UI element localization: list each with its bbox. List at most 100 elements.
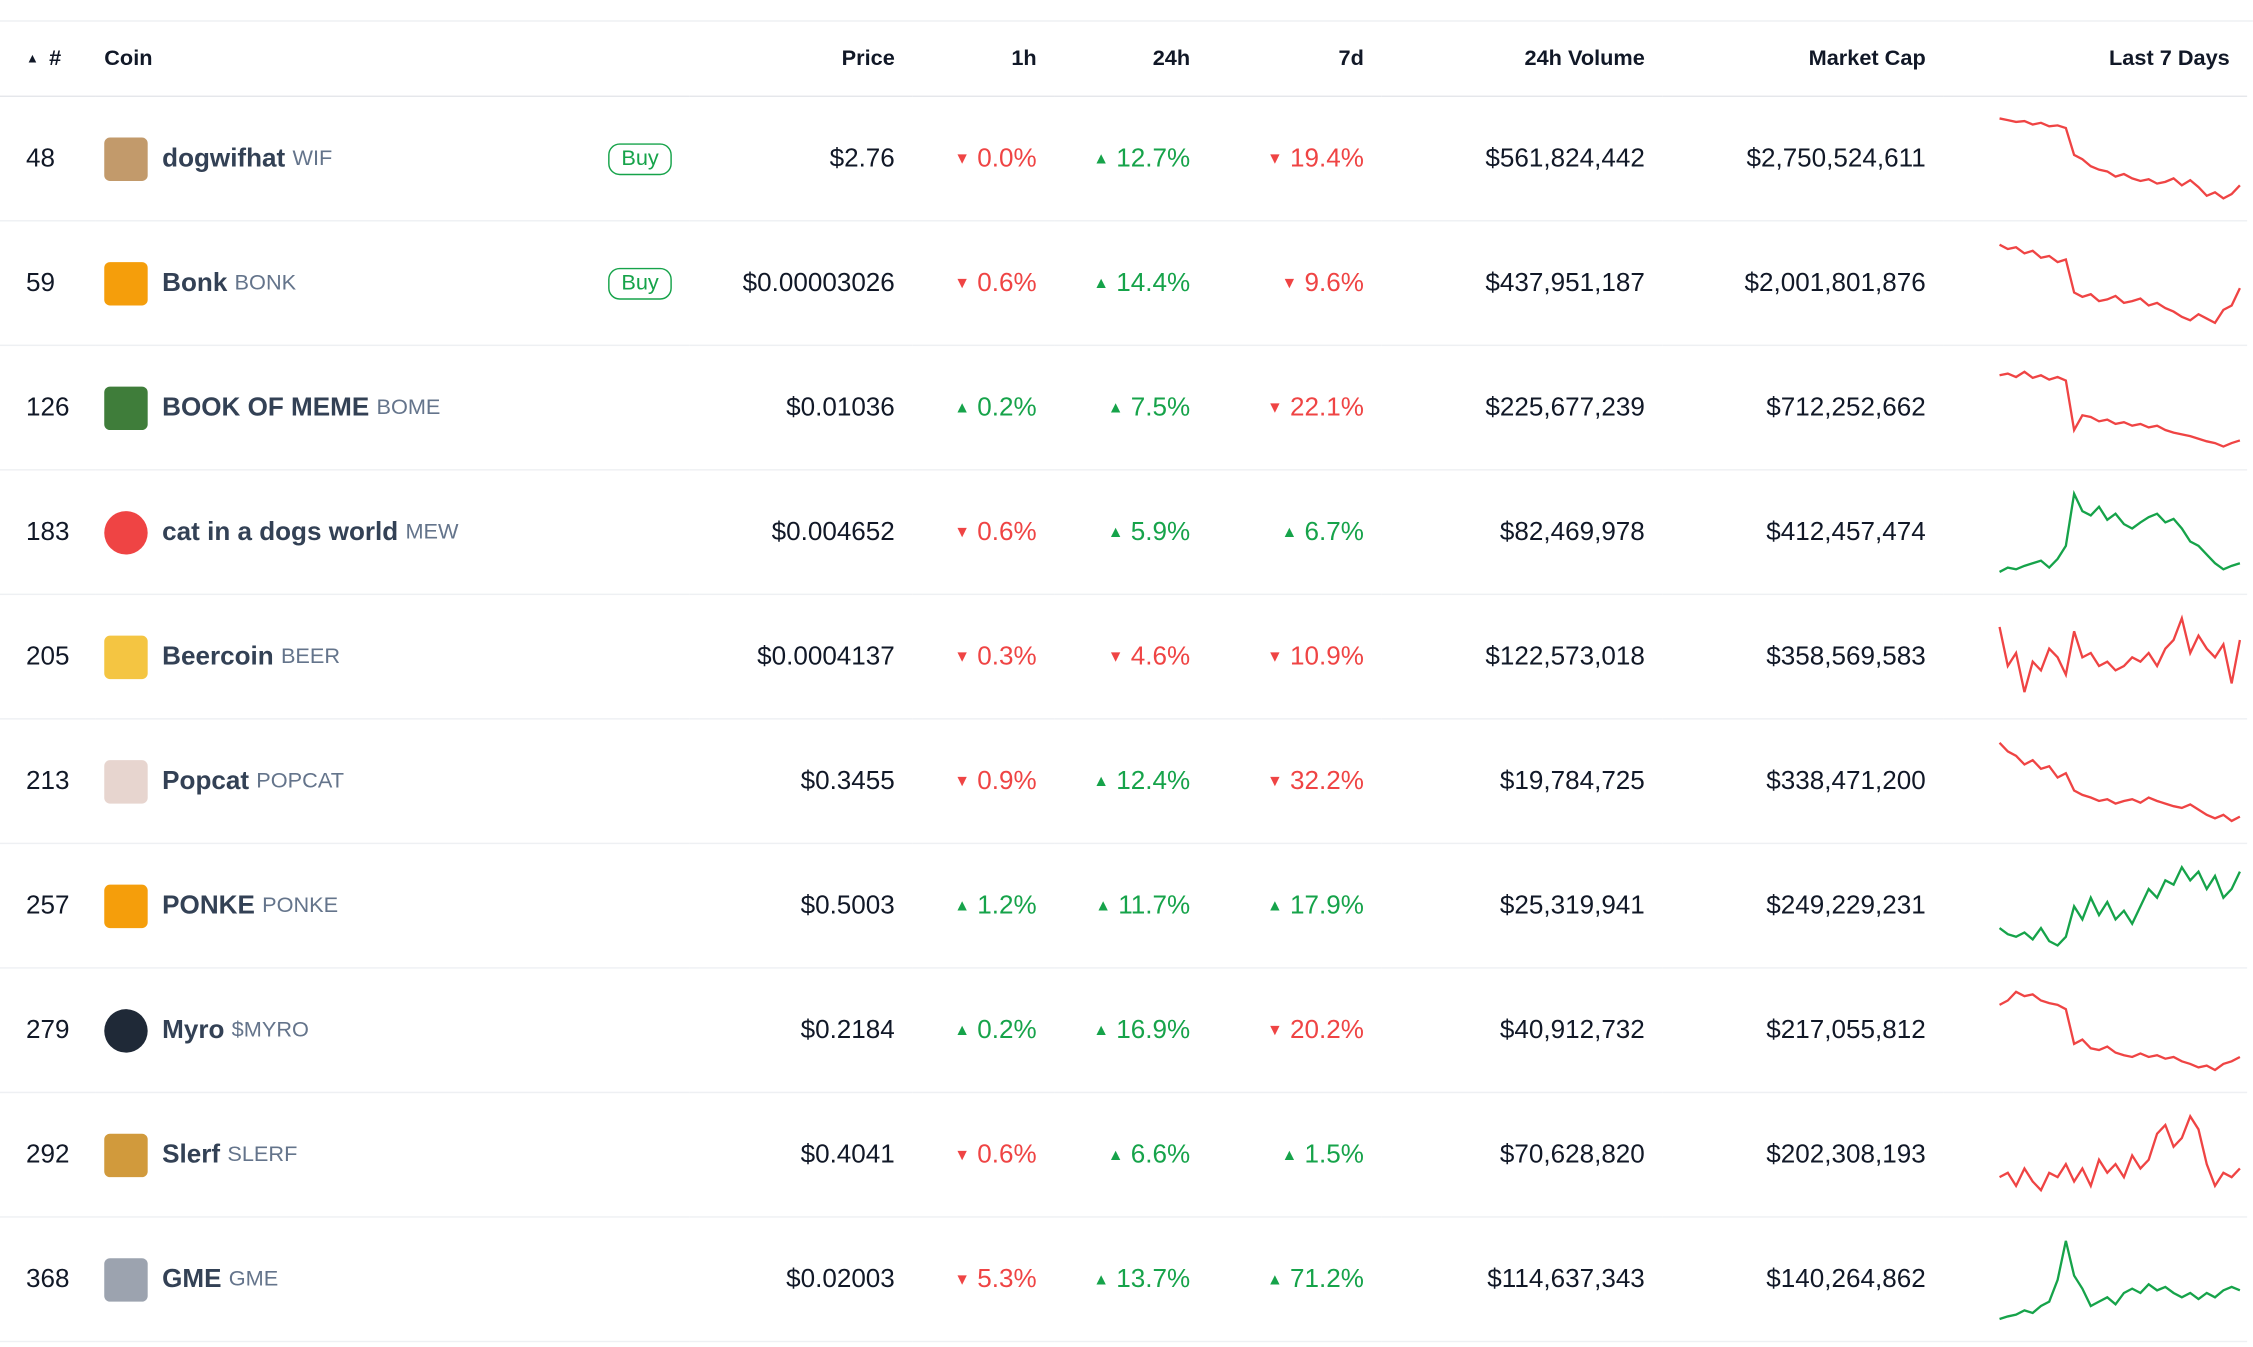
coin-cell[interactable]: Popcat POPCAT — [95, 718, 690, 845]
coin-symbol[interactable]: WIF — [292, 146, 333, 171]
coin-symbol[interactable]: MEW — [405, 519, 459, 545]
change-24h: ▲ 7.5% — [1108, 392, 1190, 421]
table-row[interactable]: 257 PONKE PONKE $0.5003 ▲ 1.2% ▲ 11.7% ▲ 17… — [0, 843, 2248, 969]
buy-button[interactable]: Buy — [608, 267, 672, 299]
coin-symbol[interactable]: $MYRO — [231, 1017, 309, 1043]
coin-logo-icon[interactable] — [104, 1257, 148, 1301]
market-cap-cell: $217,055,812 — [1662, 967, 1944, 1094]
coin-price: $0.02003 — [786, 1264, 895, 1293]
change-7d-cell: ▼ 22.1% — [1207, 345, 1382, 471]
change-24h: ▲ 12.4% — [1093, 766, 1190, 795]
coin-name[interactable]: dogwifhat — [162, 143, 286, 173]
caret-down-icon: ▼ — [1281, 275, 1298, 293]
change-24h-cell: ▲ 12.7% — [1054, 96, 1208, 222]
coin-symbol[interactable]: BOME — [376, 395, 441, 420]
coin-symbol[interactable]: PONKE — [262, 893, 339, 918]
rank-cell: 48 — [0, 96, 96, 222]
volume-24h: $40,912,732 — [1499, 1014, 1645, 1044]
change-24h: ▲ 5.9% — [1108, 517, 1190, 546]
change-24h: ▲ 14.4% — [1093, 268, 1190, 297]
header-coin[interactable]: Coin — [95, 21, 690, 98]
change-1h-cell: ▲ 0.2% — [912, 967, 1055, 1094]
coin-logo-icon[interactable] — [104, 759, 148, 803]
coin-logo-icon[interactable] — [104, 261, 148, 305]
price-cell: $2.76 — [689, 96, 913, 222]
price-cell: $0.0004137 — [689, 594, 913, 720]
sparkline-chart — [1999, 116, 2241, 199]
coin-cell[interactable]: cat in a dogs world MEW — [95, 469, 690, 596]
coin-cell[interactable]: GME GME — [95, 1216, 690, 1343]
buy-button[interactable]: Buy — [608, 142, 672, 175]
coin-price: $0.4041 — [800, 1139, 895, 1169]
table-row[interactable]: 368 GME GME $0.02003 ▼ 5.3% ▲ 13.7% ▲ 71.2%… — [0, 1216, 2248, 1343]
change-7d-cell: ▼ 20.2% — [1207, 967, 1382, 1094]
coin-logo-icon[interactable] — [104, 634, 148, 679]
coin-symbol[interactable]: POPCAT — [256, 768, 345, 794]
table-row[interactable]: 59 Bonk BONK Buy $0.00003026 ▼ 0.6% ▲ 14.4… — [0, 220, 2248, 347]
coin-cell[interactable]: PONKE PONKE — [95, 843, 690, 969]
coin-cell[interactable]: Beercoin BEER — [95, 594, 690, 720]
table-row[interactable]: 126 BOOK OF MEME BOME $0.01036 ▲ 0.2% ▲ 7.… — [0, 345, 2248, 471]
change-7d-value: 32.2% — [1290, 765, 1364, 795]
coin-name[interactable]: PONKE — [162, 890, 255, 920]
caret-down-icon: ▼ — [1267, 399, 1283, 417]
coin-name[interactable]: Popcat — [162, 765, 250, 795]
volume-cell: $70,628,820 — [1381, 1092, 1663, 1218]
caret-up-icon: ▲ — [1093, 1022, 1110, 1040]
coin-logo-icon[interactable] — [104, 385, 148, 430]
table-row[interactable]: 183 cat in a dogs world MEW $0.004652 ▼ 0… — [0, 469, 2248, 596]
header-price[interactable]: Price — [689, 21, 913, 98]
coin-name[interactable]: Bonk — [162, 267, 228, 297]
volume-cell: $437,951,187 — [1381, 220, 1663, 347]
header-rank[interactable]: ▲ # — [0, 21, 96, 98]
table-row[interactable]: 213 Popcat POPCAT $0.3455 ▼ 0.9% ▲ 12.4% ▼… — [0, 718, 2248, 845]
rank-cell: 205 — [0, 594, 96, 720]
coin-logo-icon[interactable] — [104, 136, 148, 181]
coin-name[interactable]: BOOK OF MEME — [162, 392, 370, 422]
sort-ascending-icon[interactable]: ▲ — [26, 50, 39, 66]
caret-down-icon: ▼ — [954, 524, 971, 542]
coin-symbol[interactable]: BEER — [280, 644, 341, 669]
caret-down-icon: ▼ — [954, 1146, 971, 1165]
coin-cell[interactable]: BOOK OF MEME BOME — [95, 345, 690, 471]
table-row[interactable]: 292 Slerf SLERF $0.4041 ▼ 0.6% ▲ 6.6% ▲ 1.5… — [0, 1092, 2248, 1218]
coin-cell[interactable]: Slerf SLERF — [95, 1092, 690, 1218]
coin-cell[interactable]: Myro $MYRO — [95, 967, 690, 1094]
change-1h-value: 0.2% — [977, 1014, 1037, 1044]
change-24h-value: 4.6% — [1130, 641, 1191, 671]
coin-name[interactable]: Myro — [162, 1014, 225, 1044]
change-24h-value: 14.4% — [1116, 267, 1191, 297]
header-24h[interactable]: 24h — [1054, 21, 1208, 98]
coin-name[interactable]: GME — [162, 1264, 222, 1293]
sparkline-cell — [1943, 469, 2248, 596]
sparkline-path — [1998, 864, 2241, 947]
volume-cell: $561,824,442 — [1381, 96, 1663, 222]
coin-name[interactable]: Beercoin — [162, 641, 274, 671]
coin-logo-icon[interactable] — [104, 1132, 148, 1177]
rank-cell: 213 — [0, 718, 96, 845]
coin-logo-icon[interactable] — [104, 1008, 148, 1052]
coin-cell[interactable]: Bonk BONK Buy — [95, 220, 690, 347]
sparkline-cell — [1943, 1216, 2248, 1343]
coin-symbol[interactable]: BONK — [234, 270, 297, 296]
header-24h-volume[interactable]: 24h Volume — [1381, 21, 1663, 98]
header-market-cap[interactable]: Market Cap — [1662, 21, 1944, 98]
table-row[interactable]: 205 Beercoin BEER $0.0004137 ▼ 0.3% ▼ 4.6%… — [0, 594, 2248, 720]
coin-logo-icon[interactable] — [104, 510, 148, 554]
coin-cell[interactable]: dogwifhat WIF Buy — [95, 96, 690, 222]
table-row[interactable]: 48 dogwifhat WIF Buy $2.76 ▼ 0.0% ▲ 12.7% … — [0, 96, 2248, 222]
header-1h[interactable]: 1h — [912, 21, 1055, 98]
change-7d-cell: ▼ 10.9% — [1207, 594, 1382, 720]
coin-name[interactable]: Slerf — [162, 1139, 221, 1169]
header-7d[interactable]: 7d — [1207, 21, 1382, 98]
caret-up-icon: ▲ — [954, 399, 971, 417]
change-7d: ▲ 71.2% — [1267, 1264, 1364, 1293]
change-24h-value: 13.7% — [1116, 1264, 1191, 1293]
rank-cell: 292 — [0, 1092, 96, 1218]
coin-name[interactable]: cat in a dogs world — [162, 516, 399, 546]
coin-symbol[interactable]: SLERF — [227, 1142, 298, 1168]
header-last-7-days: Last 7 Days — [1943, 21, 2248, 98]
coin-symbol[interactable]: GME — [228, 1266, 279, 1292]
table-row[interactable]: 279 Myro $MYRO $0.2184 ▲ 0.2% ▲ 16.9% ▼ 20.… — [0, 967, 2248, 1094]
coin-logo-icon[interactable] — [104, 883, 148, 928]
